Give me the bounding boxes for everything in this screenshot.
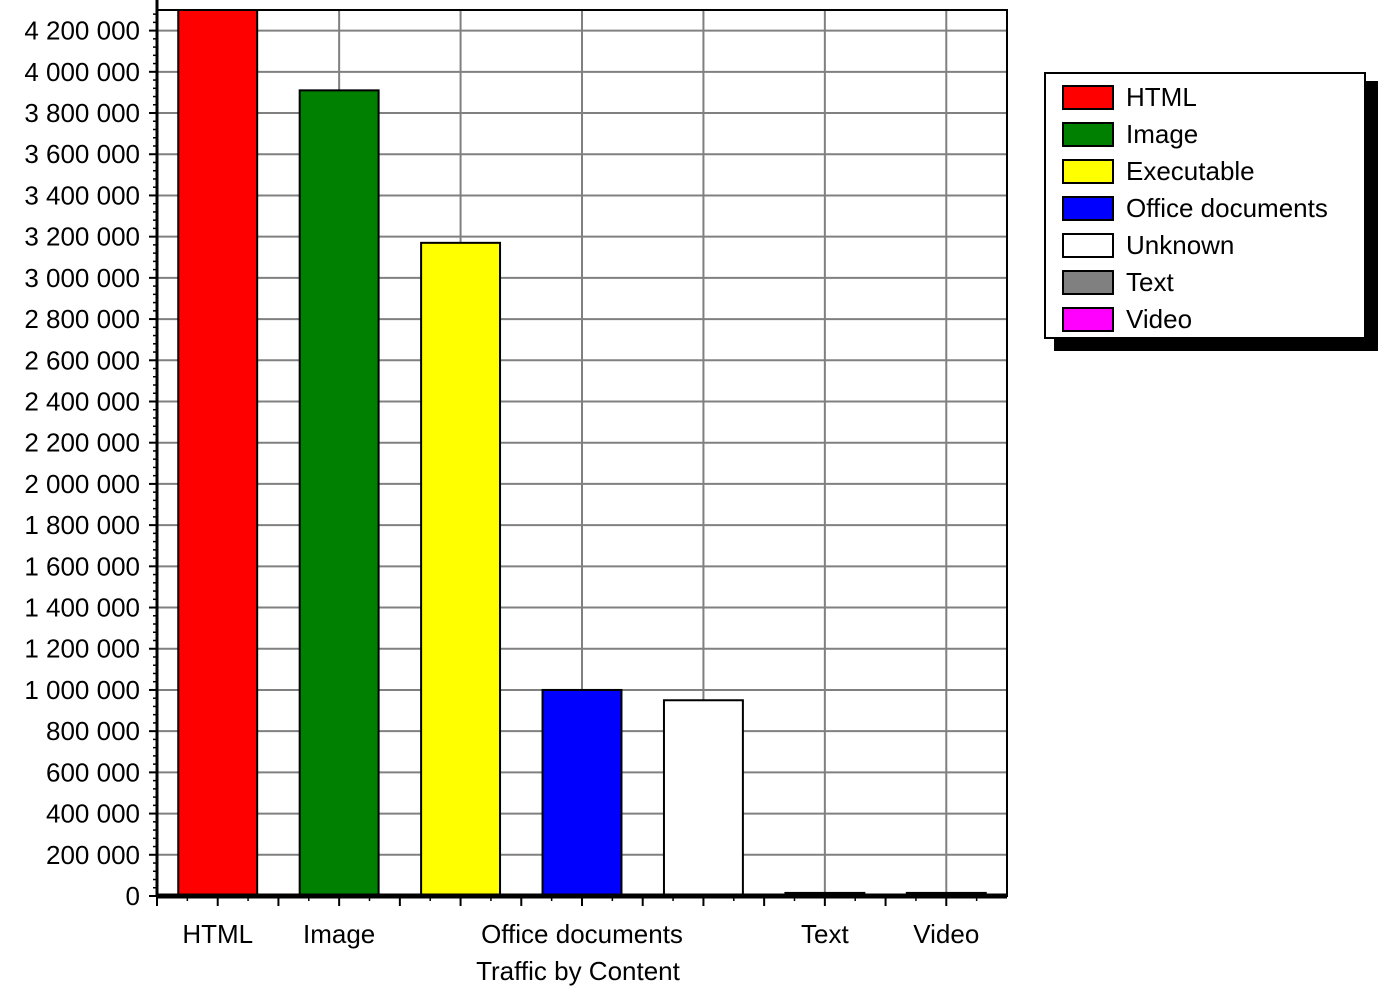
y-tick-label: 1 200 000 bbox=[24, 634, 140, 664]
x-axis-title: Traffic by Content bbox=[476, 956, 681, 986]
bar-html bbox=[177, 9, 259, 897]
y-tick-label: 2 000 000 bbox=[24, 469, 140, 499]
legend-swatch bbox=[1062, 158, 1114, 184]
legend-label: Unknown bbox=[1126, 230, 1235, 260]
legend-label: Executable bbox=[1126, 156, 1255, 186]
y-axis-ticks: 0 200 000 400 000 600 000 800 000 1 000 000 1 … bbox=[24, 13, 157, 911]
y-tick-label: 3 800 000 bbox=[24, 98, 140, 128]
legend-label: HTML bbox=[1126, 82, 1197, 112]
x-tick-label: Video bbox=[913, 919, 979, 949]
y-tick-label: 1 000 000 bbox=[24, 675, 140, 705]
y-tick-label: 2 600 000 bbox=[24, 345, 140, 375]
legend-label: Image bbox=[1126, 119, 1199, 149]
legend-item: Video bbox=[1062, 304, 1192, 334]
legend-item: Image bbox=[1062, 119, 1198, 149]
legend-label: Video bbox=[1126, 304, 1193, 334]
y-tick-label: 2 800 000 bbox=[24, 304, 140, 334]
legend-item: Text bbox=[1062, 267, 1174, 297]
y-tick-label: 0 bbox=[126, 881, 140, 911]
legend-label: Text bbox=[1126, 267, 1174, 297]
y-tick-label: 200 000 bbox=[46, 840, 140, 870]
bar-unknown bbox=[662, 699, 744, 897]
legend-item: Unknown bbox=[1062, 230, 1234, 260]
legend-swatch bbox=[1062, 121, 1114, 147]
legend-swatch bbox=[1062, 84, 1114, 110]
y-tick-label: 3 600 000 bbox=[24, 139, 140, 169]
y-tick-label: 3 200 000 bbox=[24, 222, 140, 252]
bars bbox=[177, 9, 987, 897]
y-tick-label: 1 600 000 bbox=[24, 551, 140, 581]
legend: HTML Image Executable Office documents Unkno… bbox=[1044, 72, 1366, 339]
x-tick-label: Image bbox=[303, 919, 375, 949]
legend-swatch bbox=[1062, 269, 1114, 295]
legend-item: Executable bbox=[1062, 156, 1255, 186]
bar-office-documents bbox=[541, 688, 623, 897]
legend-item: HTML bbox=[1062, 82, 1197, 112]
y-tick-label: 3 000 000 bbox=[24, 263, 140, 293]
x-tick-label: Text bbox=[801, 919, 849, 949]
legend-swatch bbox=[1062, 232, 1114, 258]
y-tick-label: 4 200 000 bbox=[24, 16, 140, 46]
y-tick-label: 2 200 000 bbox=[24, 428, 140, 458]
y-tick-label: 1 400 000 bbox=[24, 593, 140, 623]
legend-swatch bbox=[1062, 195, 1114, 221]
x-tick-label: HTML bbox=[182, 919, 253, 949]
y-tick-label: 1 800 000 bbox=[24, 510, 140, 540]
bar-executable bbox=[420, 241, 502, 897]
y-tick-label: 2 400 000 bbox=[24, 386, 140, 416]
legend-swatch bbox=[1062, 306, 1114, 332]
legend-label: Office documents bbox=[1126, 193, 1328, 223]
y-tick-label: 400 000 bbox=[46, 799, 140, 829]
y-tick-label: 600 000 bbox=[46, 757, 140, 787]
y-tick-label: 800 000 bbox=[46, 716, 140, 746]
legend-item: Office documents bbox=[1062, 193, 1328, 223]
bar-image bbox=[298, 89, 380, 897]
y-tick-label: 4 000 000 bbox=[24, 57, 140, 87]
x-tick-label: Office documents bbox=[481, 919, 683, 949]
x-axis-ticks: HTML Image Office documents Text Video bbox=[156, 896, 979, 949]
y-tick-label: 3 400 000 bbox=[24, 180, 140, 210]
